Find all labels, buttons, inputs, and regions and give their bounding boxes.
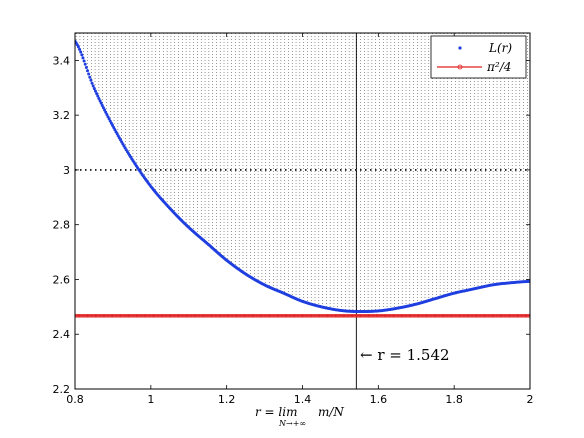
series-L-point [88,75,92,79]
series-L-point [100,104,104,107]
series-L-point [98,99,102,103]
series-L-point [87,72,91,76]
series-L-point [93,89,97,93]
y-tick-label: 3 [63,164,70,177]
series-L-point [86,69,90,73]
x-axis-label-main: r = lim [255,405,297,419]
series-L-point [81,56,85,60]
x-axis-label-tail: m/N [318,405,344,419]
series-L-point [91,84,95,88]
series-L-point [101,106,105,110]
legend: L(r) π²/4 [430,35,527,79]
series-L-point [80,53,84,57]
legend-label-pi: π²/4 [486,60,511,74]
x-tick-label: 1.4 [294,393,312,406]
series-L-point [83,62,87,66]
y-tick-label: 3.2 [53,109,71,122]
series-L-point [95,92,99,96]
legend-box [430,35,527,79]
svg-text:r = lim: r = lim [255,405,297,419]
series-pi2-4-marker [525,313,530,318]
y-axis: 2.2 2.4 2.6 2.8 3 3.2 3.4 [53,54,530,396]
series-L-point [84,66,88,69]
x-tick-label: 2 [527,393,534,406]
series-L-point [78,47,82,51]
series-L-point [105,113,109,117]
x-axis-label-sub: N→+∞ [278,419,306,428]
reference-lines [75,33,530,389]
plot-frame [74,32,531,390]
x-axis-label: r = lim N→+∞ m/N [255,405,344,428]
series-layer [75,39,530,318]
y-tick-label: 2.8 [53,219,71,232]
series-L-point [82,59,86,63]
series-L-point [103,108,107,112]
x-tick-label: 1 [147,393,154,406]
series-L-point [90,81,94,85]
series-pi2-4-marker [527,313,530,318]
series-L-point [89,78,93,82]
y-tick-label: 2.6 [53,273,71,286]
series-L-point [79,50,83,54]
series-L-point [99,101,103,105]
annotation-text: ← r = 1.542 [360,346,450,364]
y-tick-label: 3.4 [53,54,71,67]
series-L-point [104,110,108,114]
x-tick-label: 1.6 [370,393,388,406]
x-tick-label: 1.2 [218,393,236,406]
annotation-r: ← r = 1.542 [360,346,450,364]
x-tick-label: 1.8 [445,393,463,406]
series-L-point [76,45,80,49]
y-tick-label: 2.2 [53,383,71,396]
y-tick-label: 2.4 [53,328,71,341]
svg-text:N→+∞: N→+∞ [278,419,306,428]
series-L-point [92,87,96,91]
shaded-region [75,33,528,312]
legend-marker-pi-dot [457,64,463,70]
x-axis: 0.8 1 1.2 1.4 1.6 1.8 2 [66,33,534,406]
series-pi2-4-marker [528,313,530,318]
legend-marker-L [458,46,462,50]
series-L-point [96,94,100,98]
svg-text:m/N: m/N [318,405,344,419]
x-tick-label: 0.8 [66,393,84,406]
legend-label-L: L(r) [488,41,512,55]
series-L-point [97,96,101,100]
